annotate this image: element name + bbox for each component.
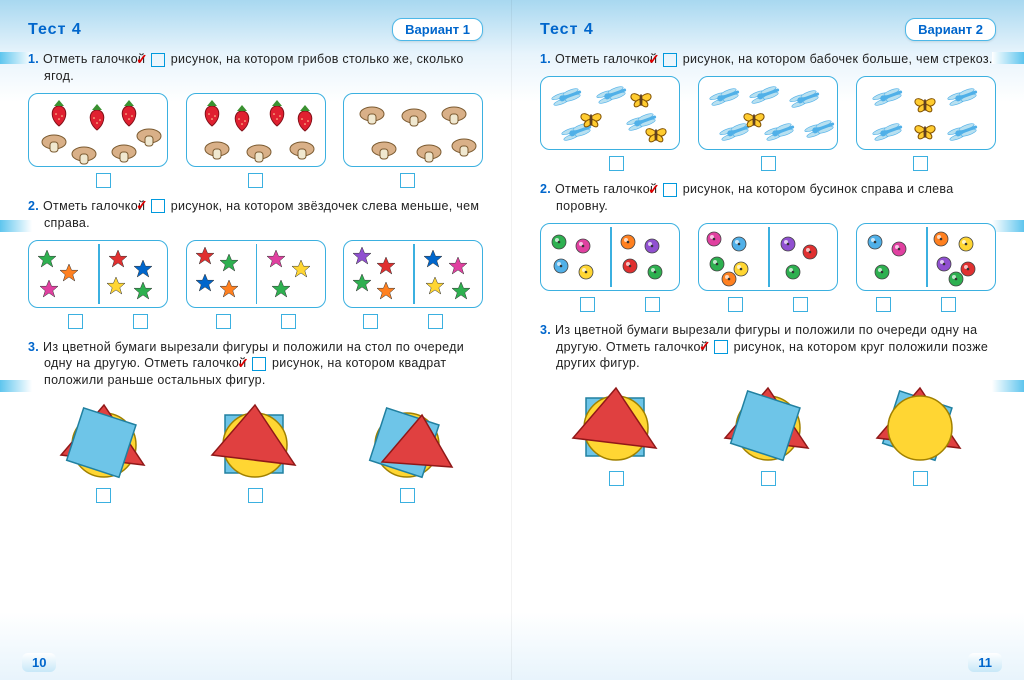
variant-badge-2: Вариант 2 <box>905 18 996 41</box>
split-card <box>343 240 483 308</box>
checkbox[interactable] <box>761 156 776 171</box>
picture-card <box>28 93 168 167</box>
checkbox[interactable] <box>400 488 415 503</box>
checkbox[interactable] <box>133 314 148 329</box>
checkbox[interactable] <box>609 156 624 171</box>
task-2-right: 2.Отметь галочкой рисунок, на котором бу… <box>540 181 996 312</box>
task-3-right: 3.Из цветной бумаги вырезали фигуры и по… <box>540 322 996 487</box>
split-card <box>856 223 996 291</box>
task-2-left: 2.Отметь галочкой рисунок, на котором зв… <box>28 198 483 329</box>
checkbox[interactable] <box>248 488 263 503</box>
shape-stack <box>561 380 671 465</box>
q1-checkboxes <box>540 156 996 171</box>
check-icon <box>151 199 165 213</box>
q3-shapes <box>28 397 483 482</box>
page-number-right: 11 <box>968 653 1002 672</box>
checkbox[interactable] <box>400 173 415 188</box>
checkbox[interactable] <box>761 471 776 486</box>
check-icon <box>714 340 728 354</box>
q3-checkboxes <box>540 471 996 486</box>
picture-card <box>540 76 680 150</box>
checkbox[interactable] <box>913 471 928 486</box>
q2-text: 2.Отметь галочкой рисунок, на котором зв… <box>28 198 483 232</box>
q2-cards <box>540 223 996 291</box>
q3-shapes <box>540 380 996 465</box>
checkbox[interactable] <box>96 173 111 188</box>
q2-cards <box>28 240 483 308</box>
q1-text: 1.Отметь галочкой рисунок, на котором ба… <box>540 51 996 68</box>
q2-checkboxes <box>28 314 483 329</box>
q3-text: 3.Из цветной бумаги вырезали фигуры и по… <box>540 322 996 373</box>
check-icon <box>252 357 266 371</box>
shape-stack <box>49 397 159 482</box>
header-right: Тест 4 Вариант 2 <box>540 18 996 41</box>
variant-badge-1: Вариант 1 <box>392 18 483 41</box>
picture-card <box>343 93 483 167</box>
q2-text: 2.Отметь галочкой рисунок, на котором бу… <box>540 181 996 215</box>
picture-card <box>698 76 838 150</box>
q3-text: 3.Из цветной бумаги вырезали фигуры и по… <box>28 339 483 390</box>
task-1-left: 1.Отметь галочкой рисунок, на котором гр… <box>28 51 483 188</box>
check-icon <box>151 53 165 67</box>
q1-checkboxes <box>28 173 483 188</box>
shape-stack <box>713 380 823 465</box>
checkbox[interactable] <box>580 297 595 312</box>
shape-stack <box>865 380 975 465</box>
q1-cards <box>28 93 483 167</box>
checkbox[interactable] <box>216 314 231 329</box>
check-icon <box>663 53 677 67</box>
picture-card <box>186 93 326 167</box>
page-right: Тест 4 Вариант 2 1.Отметь галочкой рисун… <box>512 0 1024 680</box>
split-card <box>186 240 326 308</box>
task-3-left: 3.Из цветной бумаги вырезали фигуры и по… <box>28 339 483 504</box>
task-1-right: 1.Отметь галочкой рисунок, на котором ба… <box>540 51 996 171</box>
checkbox[interactable] <box>609 471 624 486</box>
split-card <box>698 223 838 291</box>
checkbox[interactable] <box>428 314 443 329</box>
title-left: Тест 4 <box>28 21 82 39</box>
page-number-left: 10 <box>22 653 56 672</box>
checkbox[interactable] <box>913 156 928 171</box>
checkbox[interactable] <box>281 314 296 329</box>
split-card <box>540 223 680 291</box>
split-card <box>28 240 168 308</box>
checkbox[interactable] <box>876 297 891 312</box>
checkbox[interactable] <box>248 173 263 188</box>
checkbox[interactable] <box>793 297 808 312</box>
header-left: Тест 4 Вариант 1 <box>28 18 483 41</box>
check-icon <box>663 183 677 197</box>
q1-text: 1.Отметь галочкой рисунок, на котором гр… <box>28 51 483 85</box>
q1-cards <box>540 76 996 150</box>
checkbox[interactable] <box>68 314 83 329</box>
q3-checkboxes <box>28 488 483 503</box>
accent-bar <box>992 52 1024 64</box>
picture-card <box>856 76 996 150</box>
shape-stack <box>352 397 462 482</box>
page-left: Тест 4 Вариант 1 1.Отметь галочкой рисун… <box>0 0 512 680</box>
checkbox[interactable] <box>96 488 111 503</box>
q2-checkboxes <box>540 297 996 312</box>
title-right: Тест 4 <box>540 21 594 39</box>
checkbox[interactable] <box>941 297 956 312</box>
checkbox[interactable] <box>363 314 378 329</box>
checkbox[interactable] <box>645 297 660 312</box>
accent-bar <box>992 220 1024 232</box>
accent-bar <box>992 380 1024 392</box>
shape-stack <box>200 397 310 482</box>
checkbox[interactable] <box>728 297 743 312</box>
